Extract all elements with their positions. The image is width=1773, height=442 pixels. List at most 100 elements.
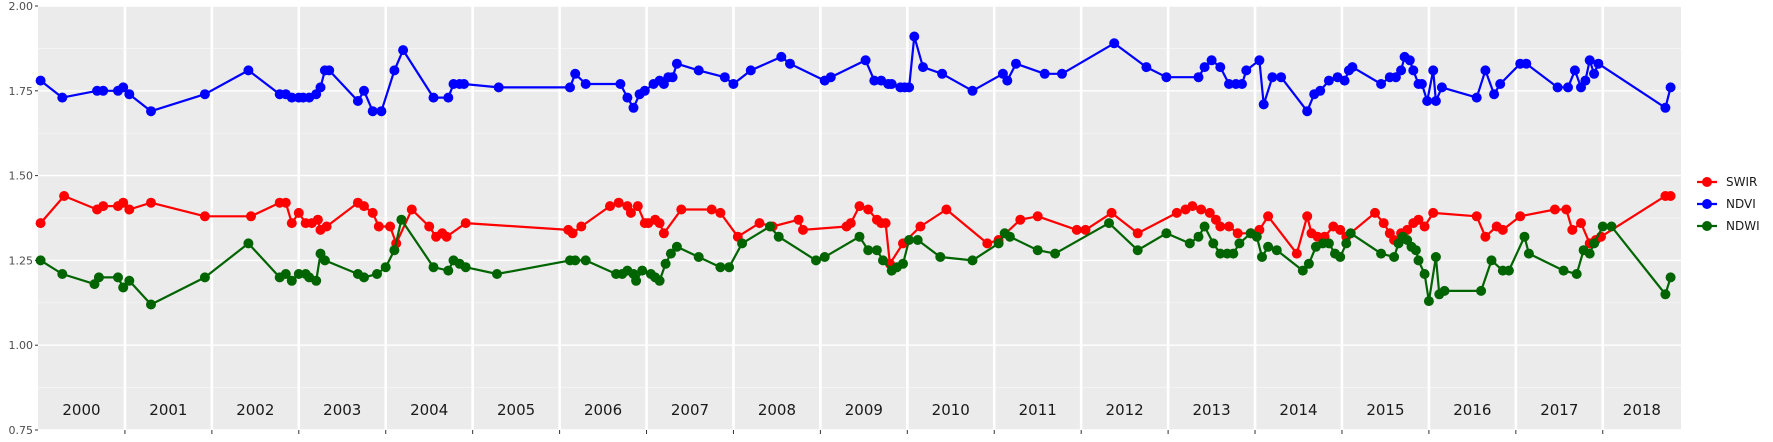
data-point-ndwi [871, 245, 882, 256]
data-point-ndvi [1224, 79, 1234, 89]
data-point-ndvi [1430, 96, 1441, 106]
data-point-ndvi [1002, 75, 1013, 86]
data-point-swir [915, 221, 926, 232]
data-point-ndvi [909, 31, 920, 42]
data-point-ndwi [854, 231, 865, 242]
data-point-ndvi [776, 51, 787, 62]
data-point-ndvi [1422, 96, 1433, 106]
data-point-ndwi [724, 262, 735, 273]
data-point-swir [880, 218, 891, 229]
data-point-ndvi [1416, 79, 1427, 89]
data-point-ndwi [1486, 255, 1497, 266]
data-point-ndvi [443, 92, 454, 103]
x-year-label: 2013 [1192, 401, 1230, 419]
data-point-swir [845, 218, 856, 229]
data-point-ndvi [728, 79, 739, 89]
data-point-ndwi [1597, 221, 1608, 232]
data-point-ndwi [1606, 221, 1617, 232]
data-point-swir [1471, 211, 1482, 222]
data-point-ndvi [57, 92, 68, 103]
data-point-ndvi [1199, 62, 1210, 73]
data-point-swir [146, 197, 156, 208]
data-point-swir [715, 207, 726, 218]
data-point-swir [359, 201, 369, 212]
data-point-ndwi [1523, 248, 1534, 259]
data-point-swir [854, 201, 865, 212]
data-point-swir [406, 204, 417, 215]
data-point-ndvi [1339, 75, 1350, 86]
data-point-swir [1576, 218, 1586, 229]
data-point-ndwi [35, 255, 46, 266]
data-point-swir [460, 218, 471, 229]
data-point-ndwi [993, 238, 1004, 249]
data-point-swir [1187, 201, 1198, 212]
data-point-ndvi [967, 85, 978, 96]
data-point-ndvi [615, 79, 626, 89]
data-point-swir [321, 221, 332, 232]
data-point-swir [1132, 228, 1143, 239]
data-point-ndvi [428, 92, 439, 103]
data-point-swir [1549, 204, 1560, 215]
data-point-swir [754, 218, 765, 229]
data-point-ndwi [1660, 289, 1671, 300]
x-year-label: 2008 [758, 401, 796, 419]
data-point-ndvi [389, 65, 400, 76]
data-point-swir [1370, 207, 1380, 218]
data-point-ndvi [98, 85, 109, 96]
x-year-label: 2002 [236, 401, 274, 419]
data-point-ndvi [1141, 62, 1152, 73]
data-point-ndwi [372, 269, 382, 279]
data-point-ndvi [1254, 55, 1265, 66]
data-point-ndvi [1480, 65, 1491, 76]
data-point-ndvi [1471, 92, 1482, 103]
data-point-ndwi [580, 255, 591, 266]
y-tick-label: 1.25 [9, 254, 34, 267]
data-point-ndwi [1050, 248, 1061, 259]
data-point-swir [1196, 204, 1207, 215]
data-point-ndvi [565, 82, 575, 93]
x-year-label: 2000 [62, 401, 100, 419]
data-point-swir [1071, 224, 1082, 235]
data-point-ndwi [1419, 269, 1430, 279]
data-point-ndwi [1004, 231, 1015, 242]
legend-label: SWIR [1726, 175, 1757, 189]
data-point-ndvi [1593, 58, 1604, 69]
data-point-ndvi [1215, 62, 1226, 73]
data-point-ndvi [243, 65, 254, 76]
data-point-swir [1567, 224, 1578, 235]
data-point-swir [863, 204, 874, 215]
data-point-ndvi [1237, 79, 1247, 89]
data-point-swir [1032, 211, 1043, 222]
data-point-ndwi [1132, 245, 1143, 256]
data-point-swir [1224, 221, 1234, 232]
data-point-swir [124, 204, 135, 215]
data-point-ndwi [93, 272, 104, 283]
data-point-ndvi [459, 79, 469, 89]
data-point-swir [1015, 214, 1026, 225]
data-point-swir [1215, 221, 1226, 232]
data-point-ndvi [35, 75, 46, 86]
data-point-ndwi [1423, 296, 1434, 307]
data-point-swir [658, 228, 669, 239]
data-point-ndwi [811, 255, 821, 266]
data-point-ndvi [918, 62, 928, 73]
data-point-ndvi [622, 92, 633, 103]
data-point-ndvi [1347, 62, 1358, 73]
data-point-ndwi [1104, 218, 1114, 229]
data-point-ndwi [1228, 248, 1239, 259]
data-point-ndwi [1303, 258, 1314, 269]
data-point-swir [441, 231, 452, 242]
legend-key-point [1702, 177, 1712, 187]
data-point-ndvi [628, 102, 639, 113]
data-point-ndwi [693, 252, 704, 262]
data-point-ndvi [1408, 65, 1419, 76]
data-point-ndvi [315, 82, 326, 93]
data-point-ndwi [57, 269, 68, 279]
data-point-swir [367, 207, 378, 218]
data-point-ndwi [654, 275, 665, 286]
data-point-ndwi [118, 282, 129, 293]
x-year-label: 2009 [845, 401, 883, 419]
data-point-swir [1665, 191, 1676, 201]
data-point-ndwi [1234, 238, 1245, 249]
